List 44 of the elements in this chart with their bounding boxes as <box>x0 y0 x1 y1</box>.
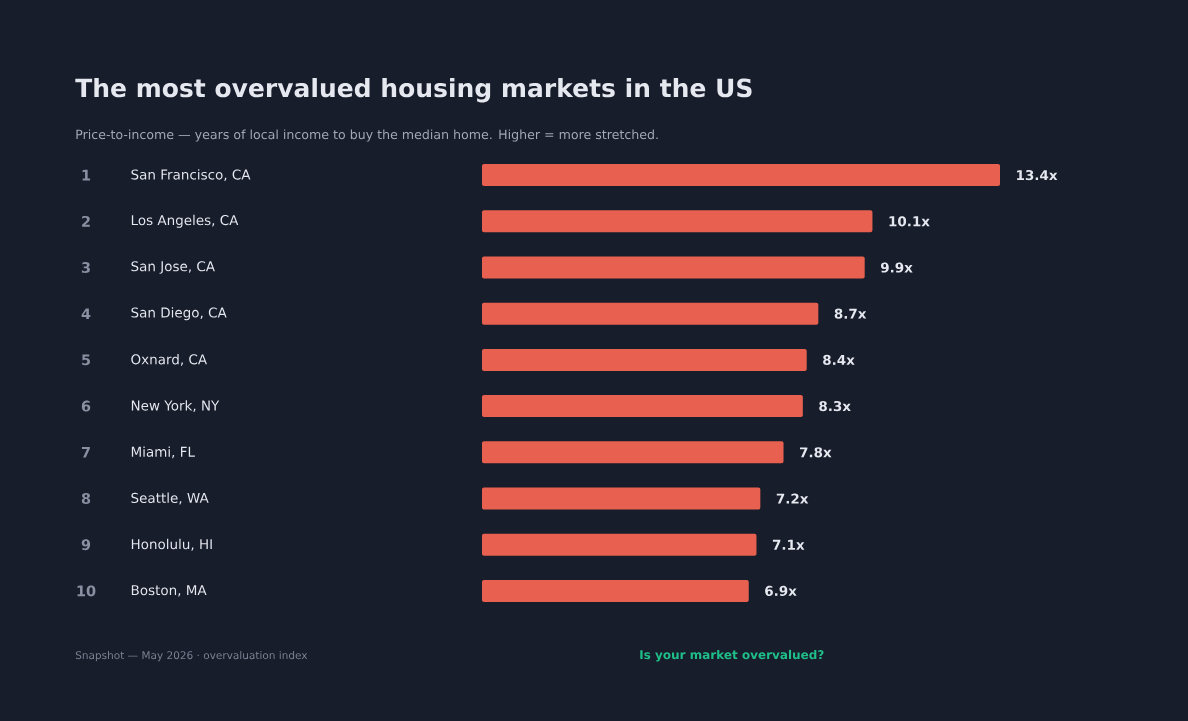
data-label: 8.3x <box>819 401 851 412</box>
text: 3 <box>81 262 90 273</box>
bar <box>482 302 819 325</box>
y-tick-label: Los Angeles, CA <box>131 214 239 228</box>
bar <box>482 348 807 371</box>
text: Is your market overvalued? <box>640 649 824 662</box>
bar <box>482 579 749 602</box>
text: 6 <box>81 400 91 412</box>
text: 2 <box>82 215 90 227</box>
y-tick-label: Boston, MA <box>131 585 207 597</box>
chart-title: The most overvalued housing markets in the US <box>75 78 752 103</box>
text: Snapshot — May 2026 · overvaluation index <box>75 651 308 662</box>
data-label: 7.8x <box>799 447 832 458</box>
text: 9 <box>81 539 91 551</box>
bar <box>482 395 803 418</box>
text: 8 <box>81 493 91 504</box>
data-label: 9.9x <box>880 262 913 273</box>
bar <box>482 441 784 464</box>
data-label: 8.4x <box>823 354 855 366</box>
bar <box>482 256 865 279</box>
bar <box>482 210 873 233</box>
text: Price-to-income — years of local income to buy the median home. Higher = more stretched. <box>76 129 658 142</box>
data-label: 7.2x <box>776 493 809 504</box>
y-tick-label: San Diego, CA <box>131 307 227 321</box>
y-tick-label: Miami, FL <box>131 446 195 459</box>
y-tick-label: San Francisco, CA <box>131 169 251 182</box>
data-label: 7.1x <box>772 539 805 550</box>
y-tick-label: Honolulu, HI <box>131 538 212 551</box>
data-label: 8.7x <box>834 308 867 319</box>
y-tick-label: Oxnard, CA <box>131 354 207 366</box>
text: 5 <box>82 354 91 366</box>
y-tick-label: San Jose, CA <box>131 261 215 274</box>
y-tick-label: Seattle, WA <box>131 492 209 505</box>
data-label: 10.1x <box>889 216 930 227</box>
data-label: 6.9x <box>765 585 797 597</box>
bar <box>482 487 761 510</box>
text: 10 <box>77 585 96 597</box>
text: 7 <box>81 447 90 458</box>
text: 4 <box>81 308 91 319</box>
data-label: 13.4x <box>1017 170 1058 181</box>
y-tick-label: New York, NY <box>131 400 220 413</box>
text: 1 <box>82 169 91 181</box>
bar <box>482 164 1001 187</box>
bar <box>482 533 757 556</box>
